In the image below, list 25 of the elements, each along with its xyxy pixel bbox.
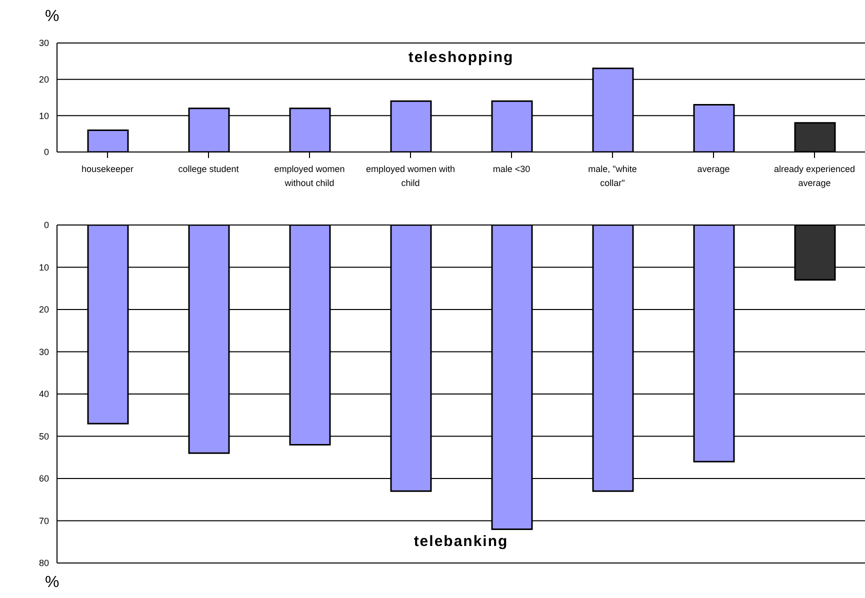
y-tick-label: 70 [38,516,49,526]
x-tick-label: already experienced average [774,164,856,188]
x-tick-label: employed women with child [366,164,456,188]
y-tick-label: 0 [44,220,49,230]
chart-title: teleshopping [407,49,515,66]
text: telebanking [412,533,510,550]
y-tick-label: 20 [38,304,49,315]
x-tick-label: average [697,164,730,174]
y-tick-label: 30 [38,38,49,48]
y-tick-label: 0 [44,147,49,158]
y-axis-title: % [45,574,60,592]
y-tick-label: 20 [38,74,49,85]
y-tick-label: 40 [38,389,49,400]
y-tick-label: 50 [38,431,49,442]
x-tick-label: college student [178,164,240,174]
y-axis-title: % [45,8,60,26]
x-tick-label: housekeeper [81,164,134,174]
y-tick-label: 80 [38,558,49,568]
y-tick-label: 30 [38,346,49,357]
y-tick-label: 60 [38,474,49,484]
y-tick-label: 10 [38,262,49,272]
x-tick-label: male, "white collar" [588,164,637,188]
y-tick-label: 10 [38,110,49,121]
x-tick-label: male <30 [492,164,530,174]
x-tick-label: employed women without child [274,164,345,188]
